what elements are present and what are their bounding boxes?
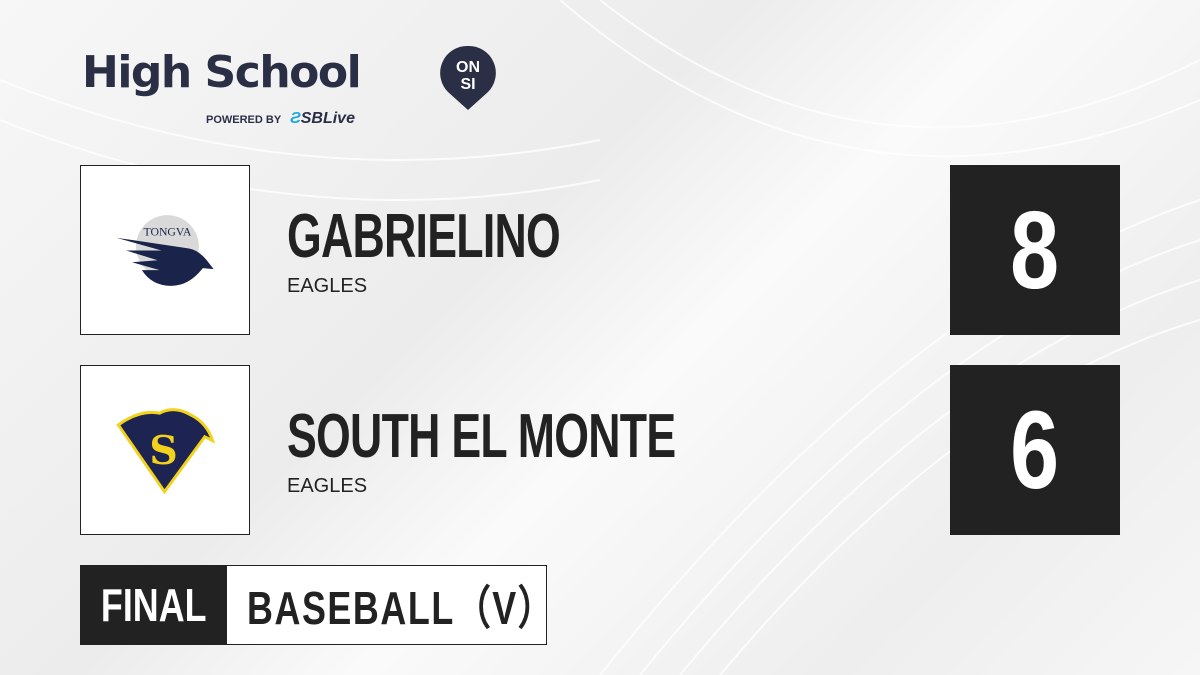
final-badge: FINAL xyxy=(81,566,227,644)
game-status-bar: FINAL BASEBALL（V） xyxy=(80,565,556,645)
eagle-logo-icon: TONGVA xyxy=(116,215,214,286)
team-logo-south-el-monte: S xyxy=(80,365,250,535)
team-score: 8 xyxy=(950,165,1120,335)
sblive-logo: ƧSBLive xyxy=(290,110,355,127)
svg-text:S: S xyxy=(149,428,177,474)
team-mascot: EAGLES xyxy=(287,275,368,297)
high-school-on-si-logo[interactable]: High School ON SI POWERED BY ƧSBLive xyxy=(82,45,496,127)
brand-title: High School xyxy=(82,47,362,98)
svg-text:TONGVA: TONGVA xyxy=(143,226,191,239)
svg-text:SI: SI xyxy=(460,76,475,93)
svg-text:ON: ON xyxy=(456,59,480,76)
team-name: GABRIELINO xyxy=(287,202,561,271)
powered-by-label: POWERED BY xyxy=(206,114,281,126)
team-name: SOUTH EL MONTE xyxy=(287,402,676,471)
team-row-1: GABRIELINO EAGLES xyxy=(287,205,666,298)
superman-eagle-logo-icon: S xyxy=(116,408,216,495)
team-row-2: SOUTH EL MONTE EAGLES xyxy=(287,405,826,498)
on-si-pin-icon: ON SI xyxy=(440,45,496,111)
team-logo-gabrielino: TONGVA xyxy=(80,165,250,335)
team-score: 6 xyxy=(950,365,1120,535)
sport-label: BASEBALL（V） xyxy=(247,582,556,634)
team-mascot: EAGLES xyxy=(287,475,368,497)
powered-by: POWERED BY ƧSBLive xyxy=(206,110,355,128)
